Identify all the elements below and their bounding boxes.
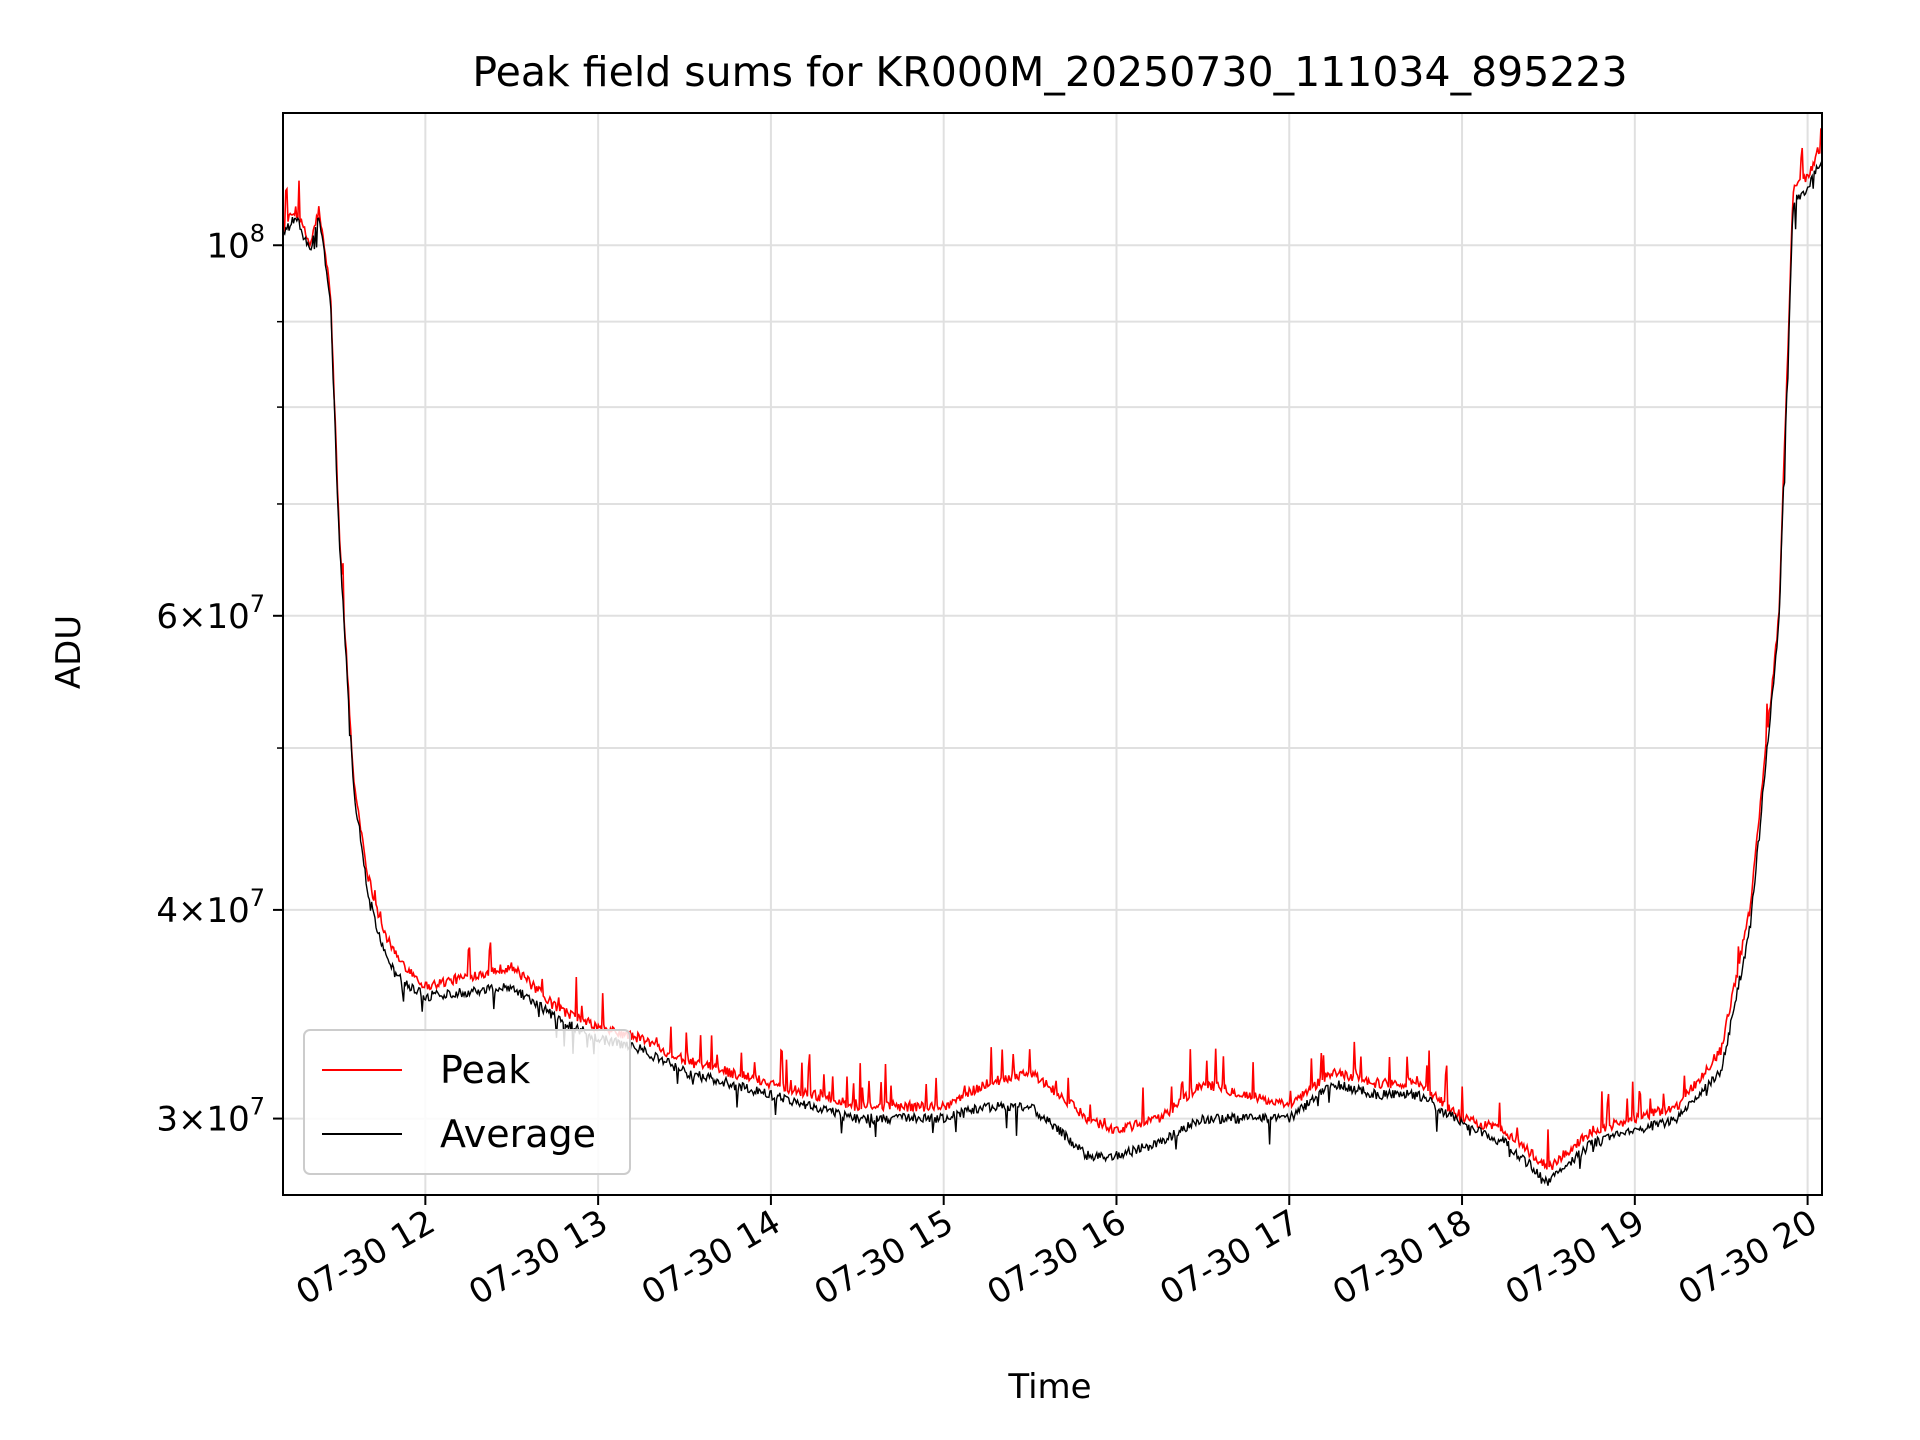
y-axis: 3×107 4×107 6×107 108 [156,219,283,1140]
plot-frame [282,112,1823,1196]
series-line-average [283,161,1822,1186]
y-tick-label: 108 [206,219,265,266]
y-tick-label: 4×107 [156,884,265,931]
grid [283,113,1822,1195]
x-axis-title: Time [1007,1367,1091,1407]
series-layer [283,128,1822,1186]
y-tick-label: 6×107 [156,590,265,637]
legend-label-average: Average [440,1112,596,1156]
legend: Peak Average [303,1029,631,1175]
legend-label-peak: Peak [440,1048,530,1092]
legend-box [303,1029,631,1175]
series-line-peak [283,128,1822,1171]
y-tick-label: 3×107 [156,1093,265,1140]
chart-title: Peak field sums for KR000M_20250730_1110… [472,48,1627,96]
y-axis-title: ADU [49,615,89,689]
